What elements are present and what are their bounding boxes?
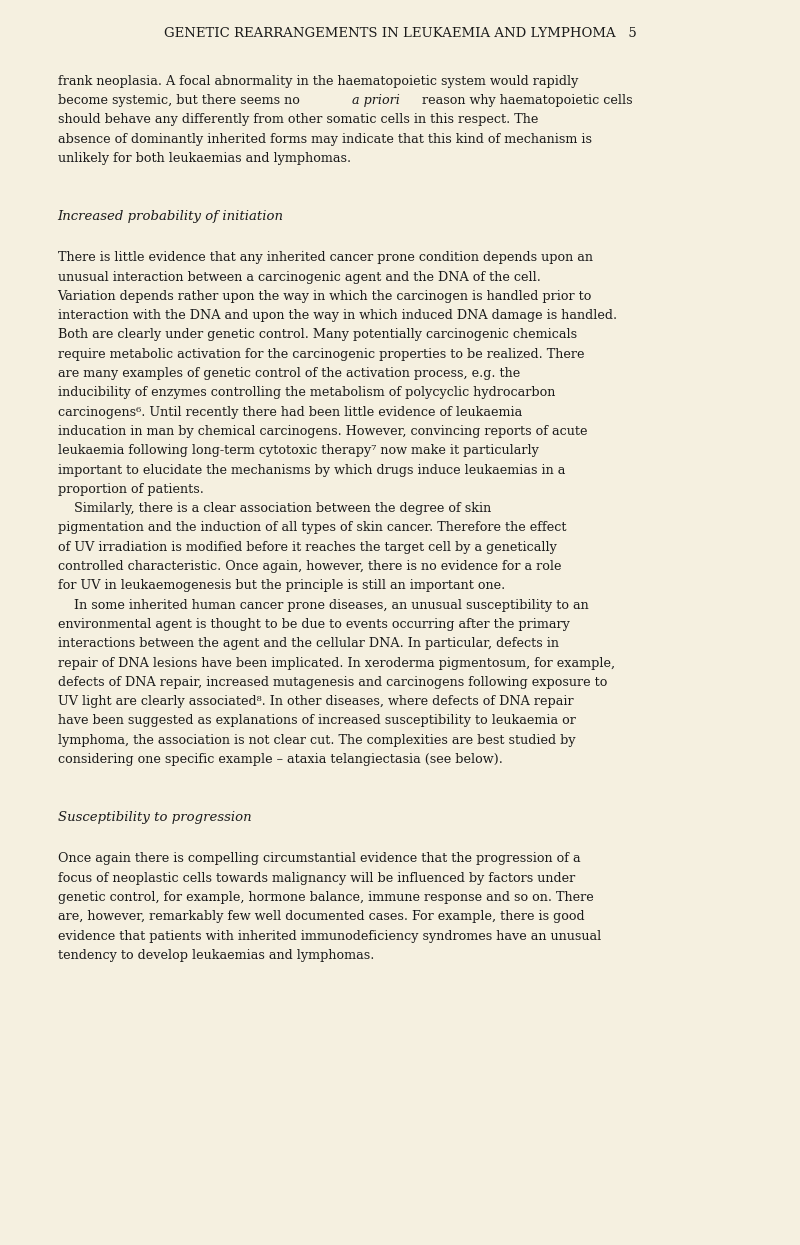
Text: unusual interaction between a carcinogenic agent and the DNA of the cell.: unusual interaction between a carcinogen… — [58, 270, 541, 284]
Text: Both are clearly under genetic control. Many potentially carcinogenic chemicals: Both are clearly under genetic control. … — [58, 329, 577, 341]
Text: unlikely for both leukaemias and lymphomas.: unlikely for both leukaemias and lymphom… — [58, 152, 350, 164]
Text: Susceptibility to progression: Susceptibility to progression — [58, 810, 251, 824]
Text: important to elucidate the mechanisms by which drugs induce leukaemias in a: important to elucidate the mechanisms by… — [58, 463, 565, 477]
Text: repair of DNA lesions have been implicated. In xeroderma pigmentosum, for exampl: repair of DNA lesions have been implicat… — [58, 656, 614, 670]
Text: inducibility of enzymes controlling the metabolism of polycyclic hydrocarbon: inducibility of enzymes controlling the … — [58, 386, 555, 400]
Text: focus of neoplastic cells towards malignancy will be influenced by factors under: focus of neoplastic cells towards malign… — [58, 872, 575, 885]
Text: proportion of patients.: proportion of patients. — [58, 483, 203, 496]
Text: carcinogens⁶. Until recently there had been little evidence of leukaemia: carcinogens⁶. Until recently there had b… — [58, 406, 522, 418]
Text: lymphoma, the association is not clear cut. The complexities are best studied by: lymphoma, the association is not clear c… — [58, 733, 575, 747]
Text: pigmentation and the induction of all types of skin cancer. Therefore the effect: pigmentation and the induction of all ty… — [58, 522, 566, 534]
Text: of UV irradiation is modified before it reaches the target cell by a genetically: of UV irradiation is modified before it … — [58, 540, 557, 554]
Text: absence of dominantly inherited forms may indicate that this kind of mechanism i: absence of dominantly inherited forms ma… — [58, 132, 592, 146]
Text: UV light are clearly associated⁸. In other diseases, where defects of DNA repair: UV light are clearly associated⁸. In oth… — [58, 695, 574, 708]
Text: are, however, remarkably few well documented cases. For example, there is good: are, however, remarkably few well docume… — [58, 910, 584, 924]
Text: reason why haematopoietic cells: reason why haematopoietic cells — [418, 93, 632, 107]
Text: frank neoplasia. A focal abnormality in the haematopoietic system would rapidly: frank neoplasia. A focal abnormality in … — [58, 75, 578, 87]
Text: Increased probability of initiation: Increased probability of initiation — [58, 209, 284, 223]
Text: tendency to develop leukaemias and lymphomas.: tendency to develop leukaemias and lymph… — [58, 949, 374, 962]
Text: require metabolic activation for the carcinogenic properties to be realized. The: require metabolic activation for the car… — [58, 347, 584, 361]
Text: environmental agent is thought to be due to events occurring after the primary: environmental agent is thought to be due… — [58, 618, 570, 631]
Text: genetic control, for example, hormone balance, immune response and so on. There: genetic control, for example, hormone ba… — [58, 891, 594, 904]
Text: evidence that patients with inherited immunodeficiency syndromes have an unusual: evidence that patients with inherited im… — [58, 930, 601, 942]
Text: inducation in man by chemical carcinogens. However, convincing reports of acute: inducation in man by chemical carcinogen… — [58, 425, 587, 438]
Text: interactions between the agent and the cellular DNA. In particular, defects in: interactions between the agent and the c… — [58, 637, 558, 650]
Text: are many examples of genetic control of the activation process, e.g. the: are many examples of genetic control of … — [58, 367, 520, 380]
Text: become systemic, but there seems no: become systemic, but there seems no — [58, 93, 303, 107]
Text: have been suggested as explanations of increased susceptibility to leukaemia or: have been suggested as explanations of i… — [58, 715, 575, 727]
Text: In some inherited human cancer prone diseases, an unusual susceptibility to an: In some inherited human cancer prone dis… — [58, 599, 588, 611]
Text: defects of DNA repair, increased mutagenesis and carcinogens following exposure : defects of DNA repair, increased mutagen… — [58, 676, 607, 688]
Text: leukaemia following long-term cytotoxic therapy⁷ now make it particularly: leukaemia following long-term cytotoxic … — [58, 444, 538, 457]
Text: Once again there is compelling circumstantial evidence that the progression of a: Once again there is compelling circumsta… — [58, 853, 580, 865]
Text: controlled characteristic. Once again, however, there is no evidence for a role: controlled characteristic. Once again, h… — [58, 560, 561, 573]
Text: for UV in leukaemogenesis but the principle is still an important one.: for UV in leukaemogenesis but the princi… — [58, 579, 505, 593]
Text: considering one specific example – ataxia telangiectasia (see below).: considering one specific example – ataxi… — [58, 753, 502, 766]
Text: interaction with the DNA and upon the way in which induced DNA damage is handled: interaction with the DNA and upon the wa… — [58, 309, 617, 322]
Text: GENETIC REARRANGEMENTS IN LEUKAEMIA AND LYMPHOMA   5: GENETIC REARRANGEMENTS IN LEUKAEMIA AND … — [164, 27, 636, 40]
Text: a priori: a priori — [352, 93, 400, 107]
Text: Variation depends rather upon the way in which the carcinogen is handled prior t: Variation depends rather upon the way in… — [58, 290, 592, 303]
Text: Similarly, there is a clear association between the degree of skin: Similarly, there is a clear association … — [58, 502, 491, 515]
Text: should behave any differently from other somatic cells in this respect. The: should behave any differently from other… — [58, 113, 538, 126]
Text: There is little evidence that any inherited cancer prone condition depends upon : There is little evidence that any inheri… — [58, 251, 593, 264]
